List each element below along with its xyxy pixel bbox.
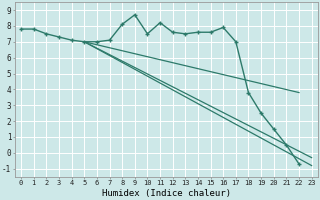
X-axis label: Humidex (Indice chaleur): Humidex (Indice chaleur)	[102, 189, 231, 198]
